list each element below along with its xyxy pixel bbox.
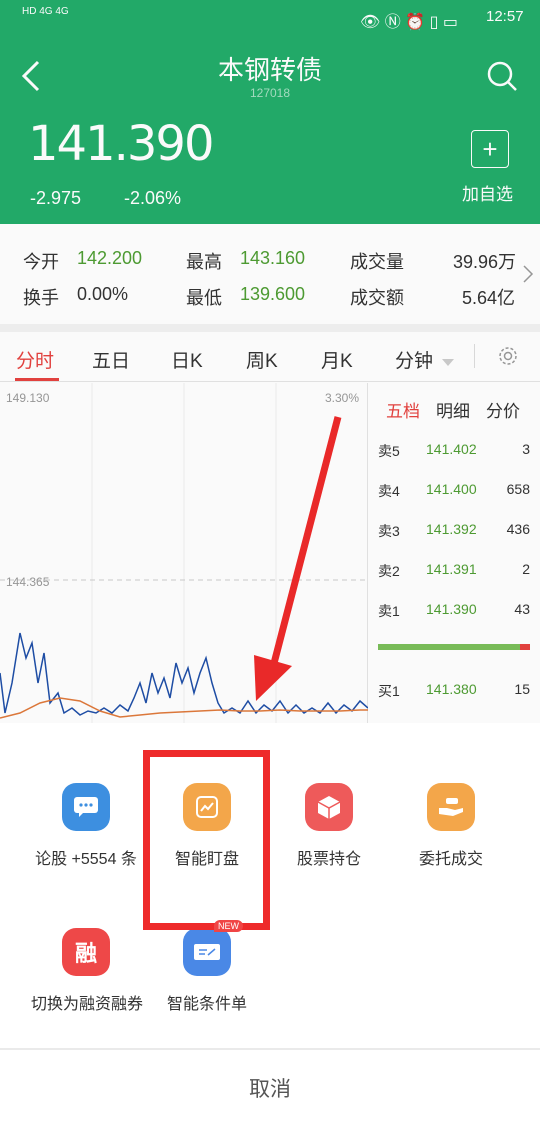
margin-icon: 融 [62, 928, 110, 976]
action-label: 论股 +5554 条 [35, 851, 137, 868]
action-holdings[interactable]: 股票持仓 [274, 783, 384, 869]
chat-icon [62, 783, 110, 831]
tab-weekly[interactable]: 周K [246, 351, 278, 372]
stock-header: HD 4G 4G 👁 Ⓝ ⏰ ▯ ▭ 12:57 本钢转债 127018 141… [0, 0, 540, 224]
tab-minute[interactable]: 分钟 [395, 351, 434, 372]
plus-icon: + [482, 133, 498, 164]
action-label: 智能盯盘 [174, 851, 239, 868]
annotation-arrow-icon [254, 416, 342, 701]
tab-daily[interactable]: 日K [171, 351, 203, 372]
order-row: 卖4 141.400 658 [378, 481, 530, 499]
turnover-label: 换手 [23, 288, 59, 308]
action-sheet: 论股 +5554 条 智能盯盘 股票持仓 委托成交 融 切换为融资融券 智能条件… [0, 723, 540, 1122]
order-row: 买1 141.380 15 [378, 681, 530, 699]
add-watchlist-label[interactable]: 加自选 [462, 185, 513, 204]
price-change-pct: -2.06% [124, 188, 182, 208]
quote-panel: 今开 142.200 最高 143.160 成交量 39.96万 换手 0.00… [0, 224, 540, 324]
dropdown-icon[interactable] [442, 354, 454, 372]
back-icon[interactable] [18, 58, 46, 94]
action-label: 股票持仓 [296, 851, 361, 868]
chart-tabs: 分时 五日 日K 周K 月K 分钟 [0, 332, 540, 382]
stock-code: 127018 [249, 86, 291, 100]
order-row: 卖3 141.392 436 [378, 521, 530, 539]
buy-sell-bar-red [520, 644, 530, 650]
order-row: 卖2 141.391 2 [378, 561, 530, 579]
box-icon [305, 783, 353, 831]
chart-mid-price: 144.365 [6, 575, 50, 589]
price-change: -2.975 [30, 188, 82, 208]
add-watchlist-button[interactable]: + [471, 130, 509, 168]
volume-value: 39.96万 [453, 252, 517, 272]
amount-label: 成交额 [350, 288, 404, 308]
turnover-value: 0.00% [77, 284, 129, 304]
action-label: 委托成交 [418, 851, 483, 868]
hand-icon [427, 783, 475, 831]
volume-label: 成交量 [350, 252, 404, 272]
action-switch-margin[interactable]: 融 切换为融资融券 [31, 928, 144, 1014]
chart-top-price: 149.130 [6, 391, 50, 405]
status-left-text: HD 4G 4G [22, 6, 69, 17]
high-value: 143.160 [240, 248, 306, 268]
high-label: 最高 [186, 252, 222, 272]
order-row: 卖5 141.402 3 [378, 441, 530, 459]
intraday-chart[interactable]: 149.130 3.30% 144.365 [0, 383, 368, 723]
ticket-icon [183, 928, 231, 976]
status-icons: 👁 Ⓝ ⏰ ▯ ▭ [360, 14, 458, 31]
action-smart-condition[interactable]: 智能条件单 [152, 928, 262, 1014]
overlay-backdrop[interactable] [0, 0, 540, 723]
annotation-highlight-box [143, 750, 270, 930]
low-label: 最低 [186, 288, 222, 308]
status-time: 12:57 [486, 8, 524, 25]
chevron-right-icon[interactable] [522, 264, 534, 284]
search-icon[interactable] [486, 60, 518, 92]
tab-price-volume[interactable]: 分价 [486, 402, 520, 421]
tab-intraday[interactable]: 分时 [16, 351, 55, 372]
action-smart-monitor[interactable]: 智能盯盘 [152, 783, 262, 869]
chart-top-pct: 3.30% [324, 391, 359, 405]
amount-value: 5.64亿 [462, 288, 516, 308]
settings-gear-icon[interactable] [496, 344, 520, 373]
page-title: 本钢转债 [217, 55, 322, 85]
buy-sell-bar-green [378, 644, 520, 650]
open-value: 142.200 [77, 248, 143, 268]
new-badge: NEW [214, 920, 243, 932]
order-row: 卖1 141.390 43 [378, 601, 530, 619]
tab-monthly[interactable]: 月K [321, 351, 353, 372]
cancel-button[interactable]: 取消 [249, 1078, 291, 1101]
action-orders[interactable]: 委托成交 [396, 783, 506, 869]
order-book: 五档 明细 分价 卖5 141.402 3 卖4 141.400 658 卖3 141.3… [368, 383, 540, 723]
active-tab-indicator [15, 378, 59, 381]
tab-5day[interactable]: 五日 [92, 351, 131, 372]
open-label: 今开 [23, 252, 59, 272]
monitor-icon [183, 783, 231, 831]
action-label: 智能条件单 [166, 996, 247, 1013]
divider [0, 1048, 540, 1050]
action-label: 切换为融资融券 [31, 996, 144, 1013]
divider [474, 344, 475, 368]
tab-five-levels[interactable]: 五档 [386, 402, 420, 421]
low-value: 139.600 [240, 284, 306, 304]
divider [0, 324, 540, 332]
action-discuss[interactable]: 论股 +5554 条 [31, 783, 141, 869]
tab-details[interactable]: 明细 [436, 402, 470, 421]
current-price: 141.390 [28, 116, 214, 172]
